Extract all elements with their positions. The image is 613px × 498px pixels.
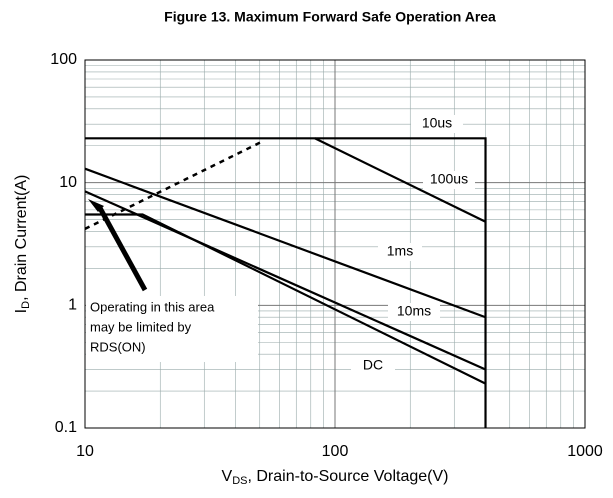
- y-tick-label: 1: [68, 297, 77, 314]
- series-line: [84, 167, 486, 319]
- x-axis-label: VDS, Drain-to-Source Voltage(V): [222, 468, 449, 487]
- x-tick-label: 10: [76, 443, 94, 460]
- y-axis-label: ID, Drain Current(A): [13, 175, 32, 314]
- series-label: 1ms: [387, 243, 413, 259]
- series-label-bg: [351, 357, 395, 375]
- series-label-bg: [423, 171, 475, 189]
- series-label-bg: [378, 243, 422, 261]
- y-tick-label: 10: [59, 174, 77, 191]
- series-label: 10ms: [397, 303, 431, 319]
- x-tick-label: 100: [322, 443, 349, 460]
- series-label-bg: [411, 115, 463, 133]
- series-line: [314, 137, 486, 223]
- plot-frame: [84, 59, 586, 429]
- annotation: may be limited by: [90, 319, 192, 334]
- plot: Operating in this area may be limited by R…: [84, 115, 487, 428]
- y-tick-label: 100: [50, 51, 77, 68]
- series-label: 100us: [430, 171, 468, 187]
- series-line: [84, 190, 486, 371]
- series-line: [84, 139, 265, 231]
- y-tick-label: 0.1: [55, 419, 77, 436]
- overlay: [88, 199, 148, 292]
- series-line: [85, 137, 487, 428]
- series-label: DC: [363, 357, 383, 373]
- annotation: Operating in this area: [90, 299, 215, 314]
- series-label: 10us: [422, 115, 452, 131]
- arrow: [97, 206, 148, 292]
- annotation: RDS(ON): [90, 339, 146, 354]
- annotation-bg: [86, 296, 258, 362]
- chart-title: Figure 13. Maximum Forward Safe Operatio…: [164, 9, 496, 25]
- x-tick-label: 1000: [567, 443, 603, 460]
- series-label-bg: [388, 303, 440, 321]
- grid: [84, 59, 586, 429]
